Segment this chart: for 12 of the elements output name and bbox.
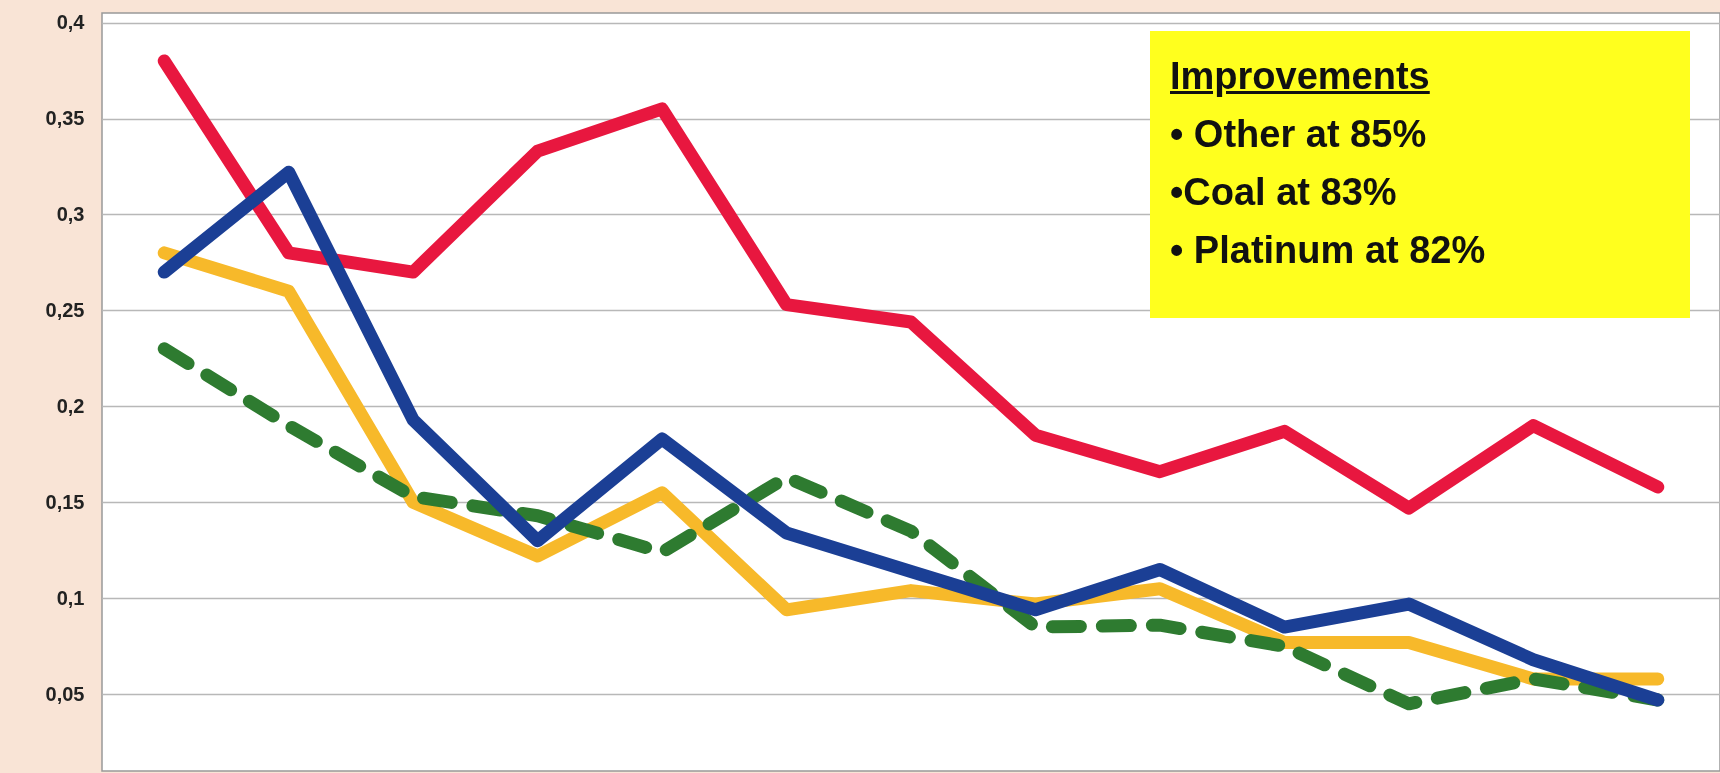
annotation: Improvements xyxy=(1170,54,1431,99)
y-tick-label: 0,2 xyxy=(56,394,85,417)
annotation: • Platinum at 82% xyxy=(1170,228,1487,273)
y-tick-label: 0,25 xyxy=(45,298,85,321)
y-tick-label: 0,1 xyxy=(56,586,85,609)
y-tick-label: 0,35 xyxy=(45,107,85,130)
y-tick-label: 0,05 xyxy=(45,682,85,705)
y-tick-label: 0,4 xyxy=(56,11,86,34)
y-tick-label: 0,15 xyxy=(45,490,85,513)
y-tick-label: 0,3 xyxy=(56,202,85,225)
annotation: • Other at 85% xyxy=(1170,112,1428,157)
annotation: •Coal at 83% xyxy=(1170,170,1398,215)
